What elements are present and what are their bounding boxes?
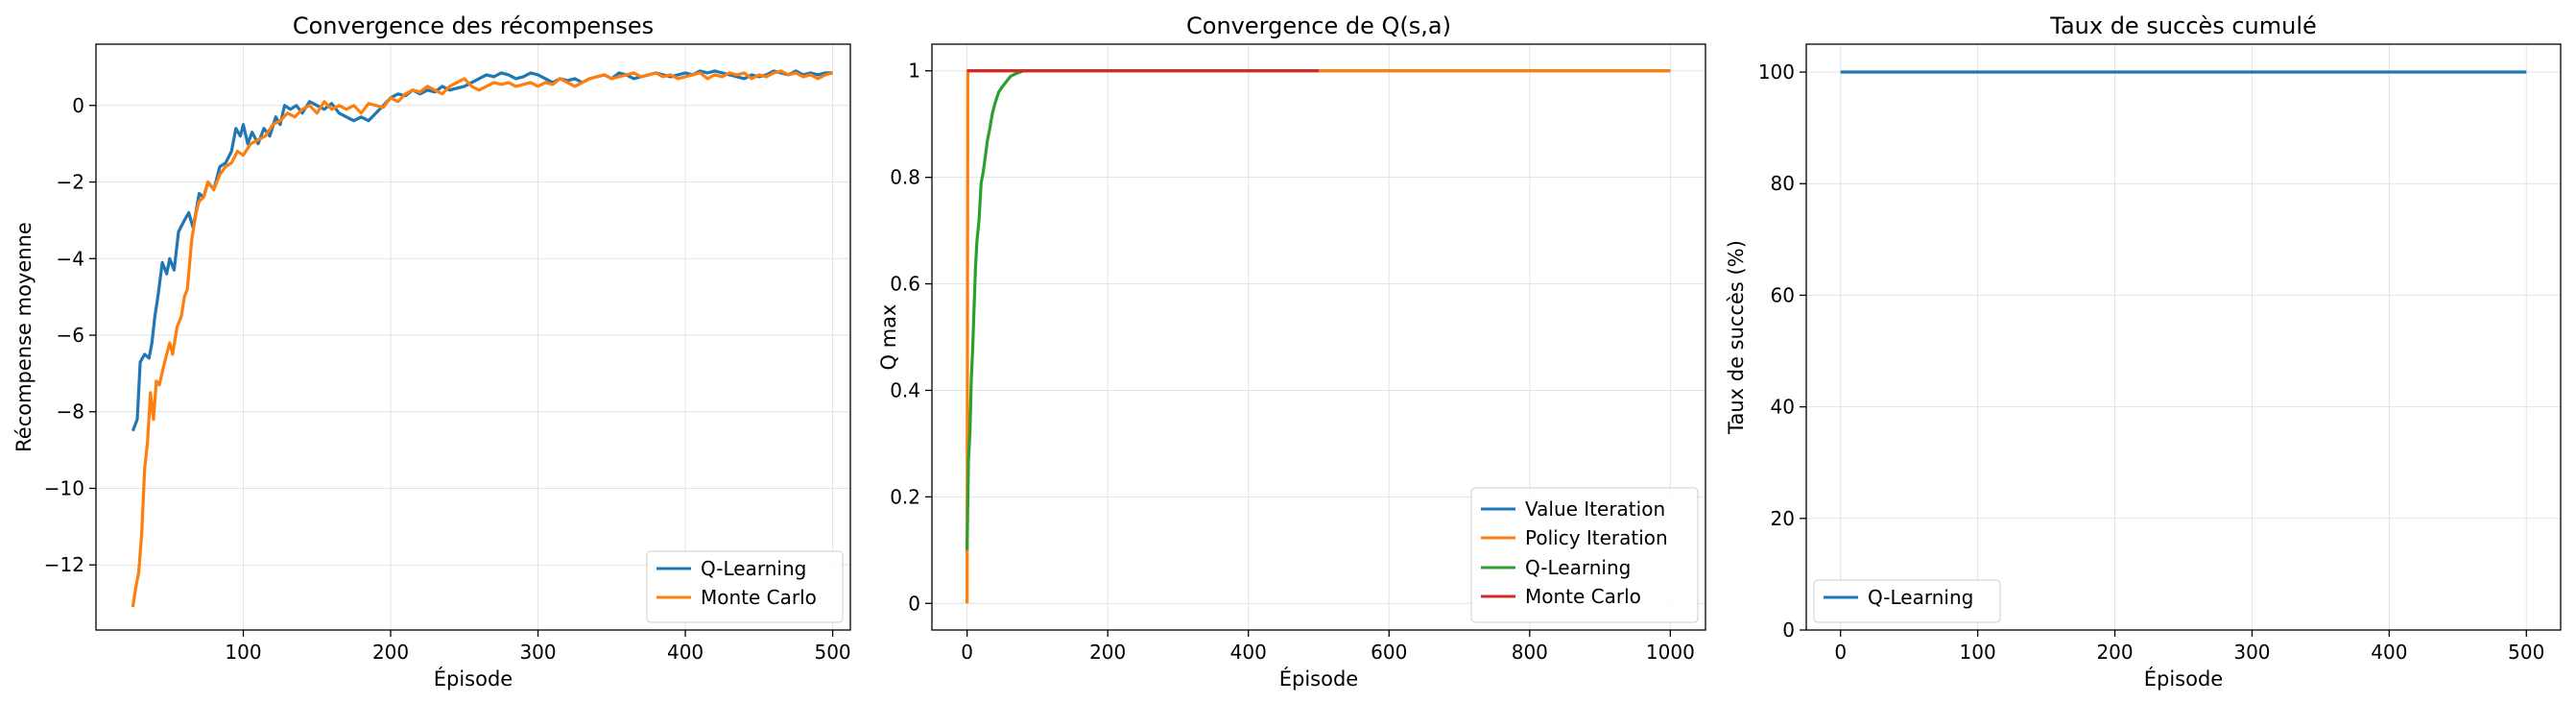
x-tick-label: 400 xyxy=(667,641,704,664)
x-tick-label: 500 xyxy=(2508,641,2544,664)
legend-label-monte-carlo: Monte Carlo xyxy=(1525,585,1641,608)
legend-label-q-learning: Q-Learning xyxy=(1525,556,1631,579)
plot-frame xyxy=(95,43,851,631)
legend: Q-Learning xyxy=(1813,579,2001,623)
y-tick-label: −4 xyxy=(57,247,84,270)
ticks: 100 200 300 400 500 −12 −10 −8 −6 −4 −2 0 xyxy=(44,94,851,664)
chart-title: Taux de succès cumulé xyxy=(2049,12,2317,39)
x-tick-label: 400 xyxy=(1230,641,1267,664)
gridlines xyxy=(96,44,850,630)
x-tick-label: 0 xyxy=(961,641,973,664)
x-tick-label: 1000 xyxy=(1646,641,1695,664)
y-axis-label: Récompense moyenne xyxy=(12,222,36,452)
chart-title: Convergence de Q(s,a) xyxy=(1186,12,1451,39)
legend-label-q-learning: Q-Learning xyxy=(1868,586,1973,609)
x-tick-label: 200 xyxy=(1089,641,1126,664)
y-tick-label: 40 xyxy=(1771,396,1795,419)
x-axis-label: Épisode xyxy=(2144,667,2223,691)
y-tick-label: 0.2 xyxy=(890,485,920,508)
x-tick-label: 200 xyxy=(2096,641,2133,664)
ticks: 0 100 200 300 400 500 0 20 40 60 80 100 xyxy=(1758,61,2545,664)
y-tick-label: 60 xyxy=(1771,283,1795,306)
y-tick-label: −10 xyxy=(44,476,84,499)
plot-area xyxy=(96,44,850,630)
ticks: 0 200 400 600 800 1000 0 0.2 0.4 0.6 0.8 1 xyxy=(890,60,1695,664)
subplot-success-rate: 0 100 200 300 400 500 0 20 40 60 80 100 Taux de suc… xyxy=(1725,12,2562,691)
x-tick-label: 100 xyxy=(1960,641,1996,664)
series-lines xyxy=(966,69,1671,604)
legend-label-value-iteration: Value Iteration xyxy=(1525,497,1665,521)
x-tick-label: 0 xyxy=(1834,641,1847,664)
y-tick-label: −6 xyxy=(57,324,84,347)
y-axis-label: Taux de succès (%) xyxy=(1725,240,1748,435)
x-tick-label: 300 xyxy=(2233,641,2270,664)
legend-box xyxy=(1470,487,1699,623)
y-tick-label: 1 xyxy=(908,60,920,83)
legend-box xyxy=(646,550,844,623)
y-tick-label: 100 xyxy=(1758,61,1795,84)
y-tick-label: −2 xyxy=(57,171,84,194)
x-tick-label: 800 xyxy=(1512,641,1548,664)
series-line-q-learning xyxy=(966,69,1319,550)
x-tick-label: 100 xyxy=(225,641,261,664)
y-tick-label: −12 xyxy=(44,553,84,576)
y-tick-label: −8 xyxy=(57,400,84,424)
legend-label-q-learning: Q-Learning xyxy=(701,557,806,580)
x-tick-label: 600 xyxy=(1371,641,1407,664)
y-tick-label: 0 xyxy=(1782,618,1795,642)
subplot-reward-convergence: 100 200 300 400 500 −12 −10 −8 −6 −4 −2 0 Convergen… xyxy=(12,12,851,691)
y-axis-label: Q max xyxy=(877,304,900,371)
legend-label-policy-iteration: Policy Iteration xyxy=(1525,526,1668,549)
plot-frame xyxy=(1805,43,2562,631)
legend-label-monte-carlo: Monte Carlo xyxy=(701,586,817,609)
x-tick-label: 400 xyxy=(2371,641,2407,664)
x-tick-label: 300 xyxy=(519,641,556,664)
x-axis-label: Épisode xyxy=(1279,667,1358,691)
plot-frame xyxy=(931,43,1706,631)
y-tick-label: 80 xyxy=(1771,172,1795,195)
y-tick-label: 0 xyxy=(908,592,920,615)
y-tick-label: 0.4 xyxy=(890,378,920,401)
y-tick-label: 20 xyxy=(1771,507,1795,530)
subplot-q-convergence: 0 200 400 600 800 1000 0 0.2 0.4 0.6 0.8 1 Converge… xyxy=(877,12,1706,691)
y-tick-label: 0 xyxy=(72,94,84,117)
y-tick-label: 0.6 xyxy=(890,273,920,296)
legend-box xyxy=(1813,579,2001,623)
series-line-monte-carlo xyxy=(131,69,834,608)
chart-title: Convergence des récompenses xyxy=(293,12,654,39)
x-tick-label: 500 xyxy=(814,641,850,664)
series-lines xyxy=(131,69,834,608)
legend: Q-Learning Monte Carlo xyxy=(646,550,844,623)
x-tick-label: 200 xyxy=(372,641,409,664)
legend: Value Iteration Policy Iteration Q-Learn… xyxy=(1470,487,1699,623)
plot-area xyxy=(1806,44,2561,630)
x-axis-label: Épisode xyxy=(434,667,513,691)
y-tick-label: 0.8 xyxy=(890,166,920,189)
